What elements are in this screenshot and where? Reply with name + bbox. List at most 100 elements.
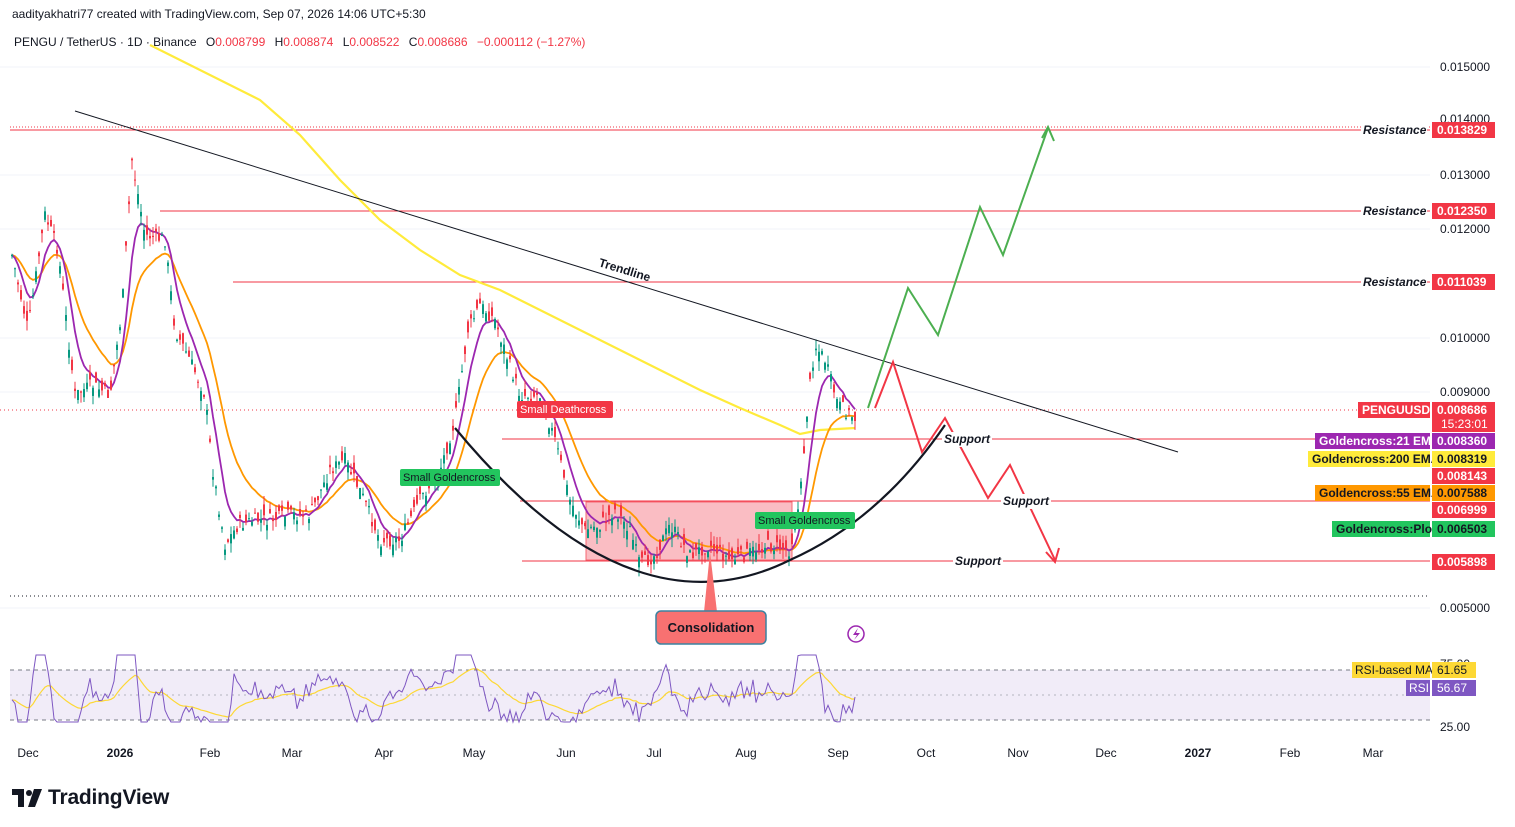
candle[interactable] [359,488,361,499]
candle[interactable] [65,315,67,321]
candle[interactable] [767,531,769,540]
candle[interactable] [632,539,634,550]
candle[interactable] [704,553,706,555]
candle[interactable] [284,516,286,527]
candle[interactable] [146,225,148,235]
candle[interactable] [164,246,166,248]
candle[interactable] [848,408,850,410]
candle[interactable] [62,283,64,290]
candle[interactable] [605,522,607,524]
candle[interactable] [287,501,289,510]
candle[interactable] [551,428,553,431]
candle[interactable] [365,500,367,502]
candle[interactable] [50,219,52,227]
candle[interactable] [794,529,796,531]
candle[interactable] [131,158,133,161]
candle[interactable] [527,397,529,399]
candle[interactable] [35,271,37,282]
candle[interactable] [818,351,820,362]
candle[interactable] [824,362,826,370]
lightning-icon[interactable] [853,628,860,640]
candle[interactable] [368,505,370,508]
candle[interactable] [185,351,187,353]
consolidation-callout[interactable] [655,610,767,645]
candle[interactable] [377,535,379,541]
candle[interactable] [191,359,193,365]
candle[interactable] [695,542,697,550]
candle[interactable] [752,546,754,557]
candle[interactable] [314,497,316,503]
candle[interactable] [257,512,259,522]
candle[interactable] [20,290,22,300]
candle[interactable] [746,541,748,549]
candle[interactable] [473,318,475,320]
candle[interactable] [269,509,271,514]
candle[interactable] [572,505,574,517]
candle[interactable] [668,524,670,534]
candle[interactable] [830,374,832,382]
candle[interactable] [263,504,265,516]
candle[interactable] [350,471,352,475]
candle[interactable] [638,557,640,568]
candle[interactable] [137,194,139,205]
candle[interactable] [395,537,397,543]
candle[interactable] [488,311,490,321]
candle[interactable] [125,241,127,246]
bearish-forecast-path[interactable] [874,359,1056,561]
candle[interactable] [392,544,394,556]
candle[interactable] [443,455,445,464]
candle[interactable] [290,505,292,510]
candle[interactable] [224,549,226,555]
candle[interactable] [389,535,391,547]
candle[interactable] [119,327,121,331]
candle[interactable] [584,522,586,527]
candle[interactable] [173,318,175,326]
candle[interactable] [644,551,646,555]
candle[interactable] [743,557,745,562]
candle[interactable] [89,371,91,380]
candle[interactable] [518,395,520,402]
candle[interactable] [716,544,718,554]
candle[interactable] [245,514,247,523]
candle[interactable] [770,543,772,552]
candle[interactable] [152,235,154,238]
candle[interactable] [512,379,514,382]
candle[interactable] [707,551,709,558]
candle[interactable] [83,389,85,398]
candle[interactable] [296,520,298,525]
candle[interactable] [680,546,682,548]
candle[interactable] [29,309,31,312]
candle[interactable] [713,544,715,550]
candle[interactable] [317,496,319,501]
candle[interactable] [410,510,412,517]
candle[interactable] [845,417,847,419]
candle[interactable] [788,556,790,559]
candle[interactable] [533,391,535,397]
candle[interactable] [182,333,184,344]
candle[interactable] [158,233,160,241]
candle[interactable] [776,535,778,543]
candle[interactable] [590,526,592,528]
candle[interactable] [41,229,43,234]
candle[interactable] [107,389,109,398]
candle[interactable] [17,282,19,285]
candle[interactable] [764,547,766,554]
candle[interactable] [593,526,595,531]
candle[interactable] [689,550,691,553]
candle[interactable] [635,544,637,546]
candle[interactable] [215,486,217,489]
candle[interactable] [254,512,256,514]
candle[interactable] [248,518,250,520]
candle[interactable] [536,392,538,395]
candle[interactable] [47,222,49,225]
candle[interactable] [59,266,61,274]
candle[interactable] [734,559,736,565]
candle[interactable] [188,350,190,357]
candle[interactable] [791,533,793,545]
candle[interactable] [236,528,238,532]
candle[interactable] [56,249,58,254]
candle[interactable] [485,313,487,322]
candle[interactable] [815,348,817,351]
candle[interactable] [494,319,496,329]
